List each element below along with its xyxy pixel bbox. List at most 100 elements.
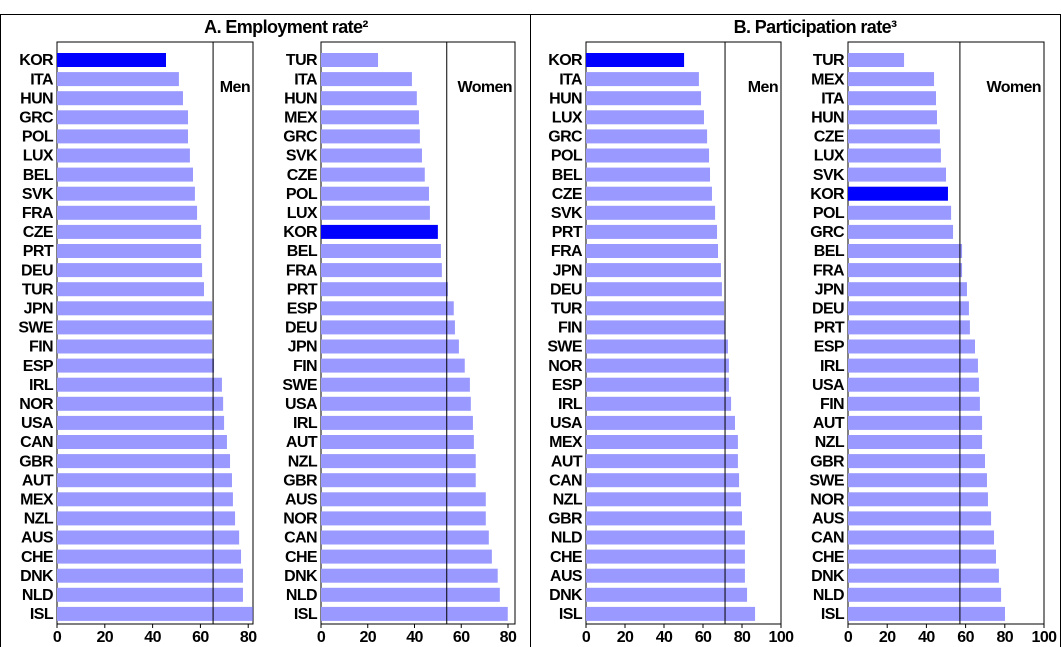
- category-label: NLD: [551, 530, 582, 547]
- category-label: ITA: [559, 71, 583, 88]
- category-label: TUR: [813, 52, 845, 69]
- bar: [57, 148, 190, 163]
- category-label: FIN: [558, 320, 582, 337]
- bar: [57, 263, 203, 278]
- bar: [586, 377, 729, 392]
- category-label: DNK: [20, 568, 54, 585]
- bar: [586, 568, 745, 583]
- category-label: GBR: [19, 453, 54, 470]
- bar: [57, 454, 231, 469]
- bar: [321, 377, 470, 392]
- category-label: NLD: [22, 587, 53, 604]
- category-label: FRA: [813, 262, 845, 279]
- x-tick-label: 0: [53, 629, 62, 646]
- bar: [848, 530, 995, 545]
- category-label: IRL: [820, 358, 845, 375]
- bar: [586, 549, 745, 564]
- category-label: CHE: [285, 549, 318, 566]
- category-label: NLD: [813, 587, 844, 604]
- bar: [586, 110, 704, 125]
- bar: [848, 587, 1002, 602]
- category-label: NZL: [288, 453, 318, 470]
- category-label: HUN: [811, 110, 844, 127]
- bar: [848, 511, 992, 526]
- bar: [848, 244, 963, 258]
- bar: [848, 492, 988, 507]
- bar: [57, 301, 213, 316]
- category-label: PRT: [552, 224, 583, 241]
- bar: [57, 492, 233, 507]
- bar: [321, 224, 438, 239]
- x-tick-label: 20: [879, 629, 896, 646]
- x-tick-label: 40: [918, 629, 935, 646]
- category-label: SWE: [18, 320, 54, 337]
- category-label: AUT: [813, 415, 845, 432]
- bar: [321, 358, 465, 373]
- category-label: GRC: [19, 110, 54, 127]
- bar: [848, 72, 935, 87]
- bar: [848, 473, 987, 488]
- category-label: FIN: [293, 358, 317, 375]
- category-label: SWE: [809, 472, 845, 489]
- category-label: FIN: [29, 339, 53, 356]
- category-label: HUN: [549, 90, 582, 107]
- bar: [848, 148, 941, 163]
- bar: [321, 205, 430, 220]
- category-label: MEX: [549, 434, 583, 451]
- category-label: CHE: [550, 549, 583, 566]
- bar: [321, 339, 459, 354]
- category-label: POL: [813, 205, 845, 222]
- category-label: BEL: [552, 167, 583, 184]
- category-label: POL: [551, 148, 583, 165]
- bar: [848, 549, 996, 564]
- bar: [57, 511, 236, 526]
- x-tick-label: 60: [695, 629, 712, 646]
- bar: [848, 339, 976, 354]
- x-tick-label: 100: [769, 629, 795, 646]
- category-label: PRT: [814, 320, 845, 337]
- category-label: AUS: [812, 511, 845, 528]
- category-label: BEL: [287, 243, 318, 260]
- bar: [321, 396, 471, 411]
- bar: [586, 263, 721, 278]
- bar: [848, 263, 963, 278]
- category-label: HUN: [20, 90, 53, 107]
- bar: [57, 473, 232, 488]
- category-label: MEX: [20, 492, 54, 509]
- category-label: AUS: [285, 492, 318, 509]
- bar: [57, 110, 188, 125]
- bar: [586, 167, 711, 182]
- bar: [321, 91, 417, 106]
- category-label: CAN: [811, 530, 844, 547]
- bar: [321, 282, 448, 297]
- bar: [57, 224, 202, 239]
- bar: [586, 435, 738, 449]
- bar: [586, 473, 740, 488]
- category-label: CHE: [21, 549, 54, 566]
- category-label: CZE: [814, 129, 845, 146]
- category-label: SVK: [813, 167, 845, 184]
- x-tick-label: 60: [957, 629, 974, 646]
- x-tick-label: 40: [656, 629, 673, 646]
- bar: [848, 301, 969, 316]
- bar: [321, 167, 425, 182]
- category-label: TUR: [286, 52, 318, 69]
- bar: [586, 301, 725, 316]
- x-tick-label: 80: [996, 629, 1013, 646]
- bar: [848, 320, 970, 335]
- bar: [321, 110, 419, 125]
- bar: [321, 606, 508, 621]
- bar: [586, 91, 702, 106]
- category-label: LUX: [287, 205, 318, 222]
- bar: [321, 148, 422, 163]
- bar: [57, 282, 204, 297]
- bar: [848, 415, 983, 430]
- bar: [57, 244, 202, 258]
- bar: [57, 72, 179, 87]
- bar: [321, 435, 474, 449]
- x-tick-label: 20: [617, 629, 634, 646]
- bar: [586, 320, 726, 335]
- bar: [321, 473, 476, 488]
- category-label: LUX: [552, 110, 583, 127]
- category-label: POL: [22, 129, 54, 146]
